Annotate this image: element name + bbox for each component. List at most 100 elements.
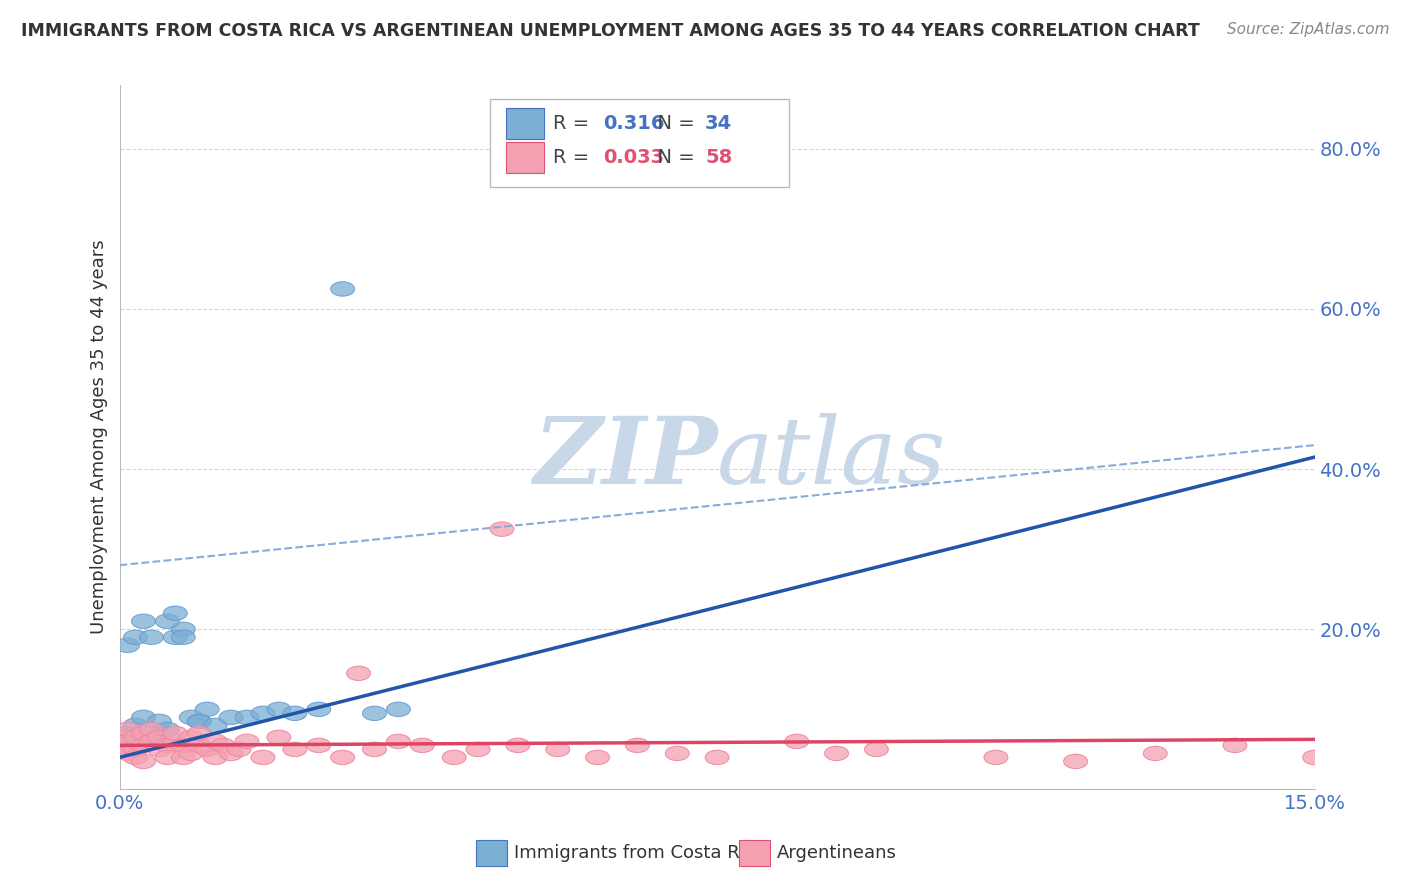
Ellipse shape xyxy=(211,739,235,753)
Ellipse shape xyxy=(387,734,411,748)
Ellipse shape xyxy=(107,739,132,753)
Ellipse shape xyxy=(163,726,187,740)
Ellipse shape xyxy=(984,750,1008,764)
Ellipse shape xyxy=(363,742,387,756)
Ellipse shape xyxy=(172,750,195,764)
Ellipse shape xyxy=(172,739,195,753)
Ellipse shape xyxy=(156,723,180,737)
Text: Argentineans: Argentineans xyxy=(778,844,897,862)
Text: 0.316: 0.316 xyxy=(603,114,665,133)
Ellipse shape xyxy=(124,731,148,745)
Ellipse shape xyxy=(132,614,155,629)
Ellipse shape xyxy=(307,739,330,753)
Ellipse shape xyxy=(124,742,148,756)
Ellipse shape xyxy=(283,706,307,721)
Ellipse shape xyxy=(228,742,252,756)
Ellipse shape xyxy=(252,750,276,764)
Ellipse shape xyxy=(330,282,354,296)
Ellipse shape xyxy=(865,742,889,756)
Ellipse shape xyxy=(132,739,155,753)
Ellipse shape xyxy=(156,614,180,629)
Ellipse shape xyxy=(163,630,187,645)
Ellipse shape xyxy=(115,747,139,761)
Ellipse shape xyxy=(330,750,354,764)
Ellipse shape xyxy=(115,742,139,756)
Ellipse shape xyxy=(115,723,139,737)
Ellipse shape xyxy=(1223,739,1247,753)
FancyBboxPatch shape xyxy=(506,142,544,173)
Ellipse shape xyxy=(180,731,204,745)
Ellipse shape xyxy=(139,734,163,748)
Ellipse shape xyxy=(824,747,849,761)
Text: IMMIGRANTS FROM COSTA RICA VS ARGENTINEAN UNEMPLOYMENT AMONG AGES 35 TO 44 YEARS: IMMIGRANTS FROM COSTA RICA VS ARGENTINEA… xyxy=(21,22,1199,40)
Ellipse shape xyxy=(1143,747,1167,761)
Text: Source: ZipAtlas.com: Source: ZipAtlas.com xyxy=(1226,22,1389,37)
Ellipse shape xyxy=(148,731,172,745)
Ellipse shape xyxy=(107,731,132,745)
Ellipse shape xyxy=(443,750,467,764)
Ellipse shape xyxy=(785,734,808,748)
Ellipse shape xyxy=(1303,750,1327,764)
Ellipse shape xyxy=(132,726,155,740)
Ellipse shape xyxy=(506,739,530,753)
Ellipse shape xyxy=(139,630,163,645)
Ellipse shape xyxy=(115,638,139,652)
Ellipse shape xyxy=(124,750,148,764)
Ellipse shape xyxy=(267,702,291,716)
Text: 34: 34 xyxy=(706,114,733,133)
Ellipse shape xyxy=(132,755,155,769)
Ellipse shape xyxy=(235,710,259,724)
Ellipse shape xyxy=(163,606,187,621)
Ellipse shape xyxy=(139,726,163,740)
Text: Immigrants from Costa Rica: Immigrants from Costa Rica xyxy=(515,844,766,862)
Ellipse shape xyxy=(465,742,491,756)
Ellipse shape xyxy=(283,742,307,756)
FancyBboxPatch shape xyxy=(491,99,789,187)
FancyBboxPatch shape xyxy=(738,840,769,865)
FancyBboxPatch shape xyxy=(506,108,544,139)
Ellipse shape xyxy=(187,714,211,729)
Ellipse shape xyxy=(115,734,139,748)
Ellipse shape xyxy=(156,750,180,764)
Ellipse shape xyxy=(586,750,610,764)
Ellipse shape xyxy=(132,710,155,724)
Ellipse shape xyxy=(180,710,204,724)
Ellipse shape xyxy=(124,718,148,732)
Ellipse shape xyxy=(132,739,155,753)
Ellipse shape xyxy=(163,734,187,748)
Ellipse shape xyxy=(347,666,371,681)
Text: N =: N = xyxy=(645,148,702,167)
Ellipse shape xyxy=(665,747,689,761)
FancyBboxPatch shape xyxy=(475,840,506,865)
Text: 0.033: 0.033 xyxy=(603,148,665,167)
Ellipse shape xyxy=(307,702,330,716)
Ellipse shape xyxy=(124,630,148,645)
Text: R =: R = xyxy=(554,114,596,133)
Ellipse shape xyxy=(148,734,172,748)
Ellipse shape xyxy=(204,718,228,732)
Ellipse shape xyxy=(267,731,291,745)
Ellipse shape xyxy=(172,622,195,637)
Ellipse shape xyxy=(180,747,204,761)
Ellipse shape xyxy=(491,522,515,536)
Ellipse shape xyxy=(187,714,211,729)
Ellipse shape xyxy=(235,734,259,748)
Text: atlas: atlas xyxy=(717,413,946,503)
Ellipse shape xyxy=(204,750,228,764)
Ellipse shape xyxy=(148,742,172,756)
Text: ZIP: ZIP xyxy=(533,413,717,503)
Ellipse shape xyxy=(107,739,132,753)
Ellipse shape xyxy=(219,747,243,761)
Ellipse shape xyxy=(115,726,139,740)
Text: 58: 58 xyxy=(706,148,733,167)
Text: N =: N = xyxy=(645,114,702,133)
Ellipse shape xyxy=(172,630,195,645)
Ellipse shape xyxy=(363,706,387,721)
Ellipse shape xyxy=(219,710,243,724)
Ellipse shape xyxy=(187,726,211,740)
Y-axis label: Unemployment Among Ages 35 to 44 years: Unemployment Among Ages 35 to 44 years xyxy=(90,240,108,634)
Ellipse shape xyxy=(1064,755,1088,769)
Ellipse shape xyxy=(252,706,276,721)
Ellipse shape xyxy=(187,739,211,753)
Ellipse shape xyxy=(204,734,228,748)
